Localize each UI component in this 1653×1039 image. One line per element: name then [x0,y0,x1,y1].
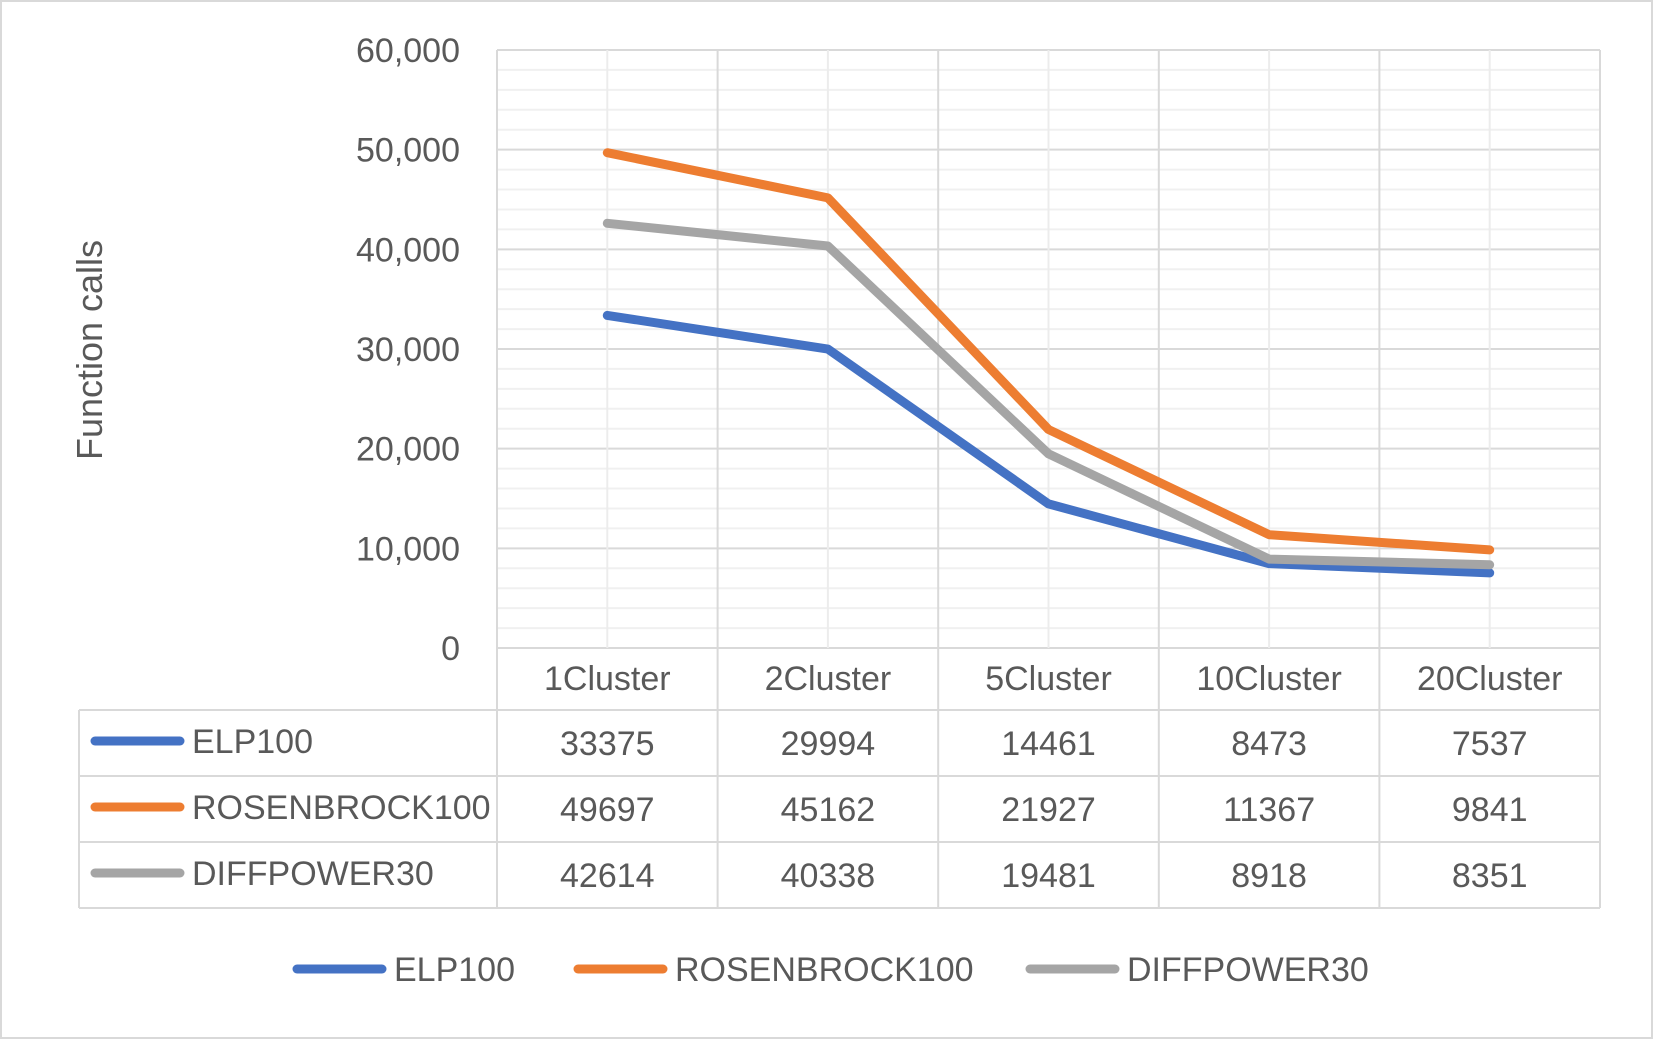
table-value-cell: 40338 [781,857,876,895]
table-header-cell: 1Cluster [544,660,671,698]
y-tick-label: 50,000 [356,132,460,170]
series-lines [602,148,1495,578]
y-tick-label: 0 [441,630,460,668]
table-value-cell: 11367 [1223,791,1315,829]
legend: ELP100 ROSENBROCK100 DIFFPOWER30 [292,951,1369,989]
series-line-diffpower30 [602,218,1495,570]
table-value-cell: 8351 [1452,857,1528,895]
table-value-cell: 33375 [560,725,655,763]
table-header-cell: 10Cluster [1196,660,1342,698]
table-header-cell: 2Cluster [765,660,892,698]
y-tick-label: 60,000 [356,32,460,70]
table-value-cell: 8473 [1231,725,1307,763]
table-value-cell: 21927 [1001,791,1096,829]
table-series-name: ROSENBROCK100 [192,789,491,827]
table-value-cell: 7537 [1452,725,1528,763]
table-header-cell: 20Cluster [1417,660,1563,698]
series-line-elp100 [602,310,1495,578]
y-tick-label: 10,000 [356,530,460,568]
y-axis-tick-labels: 0 10,000 20,000 30,000 40,000 50,000 60,000 [356,32,460,668]
legend-label: DIFFPOWER30 [1127,951,1369,989]
table-value-cell: 49697 [560,791,655,829]
legend-label: ROSENBROCK100 [675,951,974,989]
legend-label: ELP100 [394,951,515,989]
table-value-cell: 8918 [1231,857,1307,895]
table-value-cell: 45162 [781,791,876,829]
table-series-name: DIFFPOWER30 [192,855,434,893]
series-line-rosenbrock100 [602,148,1495,555]
table-value-cell: 14461 [1001,725,1096,763]
table-value-cell: 19481 [1001,857,1096,895]
y-tick-label: 20,000 [356,431,460,469]
table-value-cell: 42614 [560,857,655,895]
table-header-cell: 5Cluster [985,660,1112,698]
y-tick-label: 40,000 [356,231,460,269]
table-value-cell: 29994 [781,725,876,763]
y-tick-label: 30,000 [356,331,460,369]
table-series-name: ELP100 [192,723,313,761]
data-table: 1Cluster 2Cluster 5Cluster 10Cluster 20Clust… [78,660,1600,909]
table-value-cell: 9841 [1452,791,1528,829]
y-axis-label: Function calls [69,240,110,460]
